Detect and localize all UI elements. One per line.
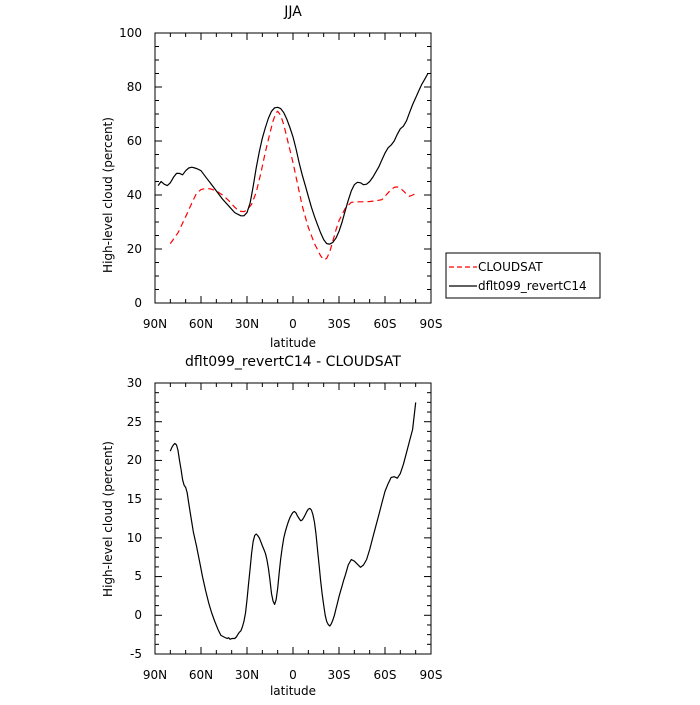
chart-top-title: JJA bbox=[283, 4, 302, 20]
chart-top-x-tick-label: 0 bbox=[289, 317, 297, 331]
chart-bottom-series-line-solid-0 bbox=[169, 402, 417, 640]
chart-top-y-tick-label: 60 bbox=[127, 134, 142, 148]
chart-bottom-y-tick-label: 0 bbox=[134, 608, 142, 622]
chart-bottom-x-tick-label: 90N bbox=[143, 668, 167, 682]
chart-bottom-y-tick-label: -5 bbox=[130, 647, 142, 661]
chart-top-x-tick-label: 30N bbox=[235, 317, 259, 331]
chart-bottom-y-tick-label: 30 bbox=[127, 376, 142, 390]
chart-bottom-x-tick-label: 60S bbox=[374, 668, 397, 682]
chart-bottom-x-axis-label: latitude bbox=[270, 684, 316, 698]
chart-top-plot-frame bbox=[154, 32, 432, 304]
chart-top: JJA 100 80 60 40 20 0 90N 60N 30N 0 30S … bbox=[101, 4, 601, 350]
chart-top-series-line-dashed-0 bbox=[169, 110, 416, 261]
chart-top-x-tick-label: 60N bbox=[189, 317, 213, 331]
chart-bottom-x-tick-label: 60N bbox=[189, 668, 213, 682]
chart-bottom-x-tick-label: 90S bbox=[420, 668, 443, 682]
legend-box bbox=[445, 252, 601, 299]
chart-bottom-x-tick-labels: 90N 60N 30N 0 30S 60S 90S bbox=[143, 668, 443, 682]
chart-bottom-title: dflt099_revertC14 - CLOUDSAT bbox=[185, 354, 401, 370]
chart-bottom: dflt099_revertC14 - CLOUDSAT 30 25 20 15… bbox=[101, 354, 442, 698]
chart-top-series-line-solid-1 bbox=[157, 73, 429, 245]
chart-bottom-x-tick-label: 0 bbox=[289, 668, 297, 682]
chart-top-y-axis-label: High-level cloud (percent) bbox=[101, 117, 115, 273]
chart-bottom-ticks bbox=[154, 382, 432, 655]
chart-bottom-y-tick-label: 10 bbox=[127, 531, 142, 545]
chart-top-x-tick-label: 60S bbox=[374, 317, 397, 331]
legend-label-model: dflt099_revertC14 bbox=[478, 279, 587, 293]
chart-bottom-y-tick-label: 5 bbox=[134, 569, 142, 583]
chart-top-x-tick-labels: 90N 60N 30N 0 30S 60S 90S bbox=[143, 317, 443, 331]
chart-top-y-tick-label: 40 bbox=[127, 188, 142, 202]
chart-bottom-x-tick-label: 30S bbox=[328, 668, 351, 682]
chart-top-x-tick-label: 90S bbox=[420, 317, 443, 331]
chart-top-legend: CLOUDSAT dflt099_revertC14 bbox=[445, 252, 601, 299]
chart-top-y-tick-labels: 100 80 60 40 20 0 bbox=[119, 26, 142, 310]
chart-bottom-y-tick-label: 25 bbox=[127, 415, 142, 429]
chart-top-series bbox=[157, 73, 429, 261]
chart-top-y-tick-label: 80 bbox=[127, 80, 142, 94]
chart-bottom-y-tick-labels: 30 25 20 15 10 5 0 -5 bbox=[127, 376, 142, 661]
chart-bottom-y-tick-label: 20 bbox=[127, 453, 142, 467]
chart-top-x-axis-label: latitude bbox=[270, 336, 316, 350]
chart-bottom-y-tick-label: 15 bbox=[127, 492, 142, 506]
legend-label-cloudsat: CLOUDSAT bbox=[478, 260, 543, 274]
chart-bottom-plot-frame bbox=[154, 382, 432, 655]
chart-bottom-x-tick-label: 30N bbox=[235, 668, 259, 682]
chart-top-y-tick-label: 100 bbox=[119, 26, 142, 40]
chart-top-y-tick-label: 0 bbox=[134, 296, 142, 310]
chart-top-x-tick-label: 90N bbox=[143, 317, 167, 331]
chart-top-x-tick-label: 30S bbox=[328, 317, 351, 331]
chart-top-y-tick-label: 20 bbox=[127, 242, 142, 256]
chart-bottom-series bbox=[169, 402, 417, 640]
chart-bottom-y-axis-label: High-level cloud (percent) bbox=[101, 441, 115, 597]
